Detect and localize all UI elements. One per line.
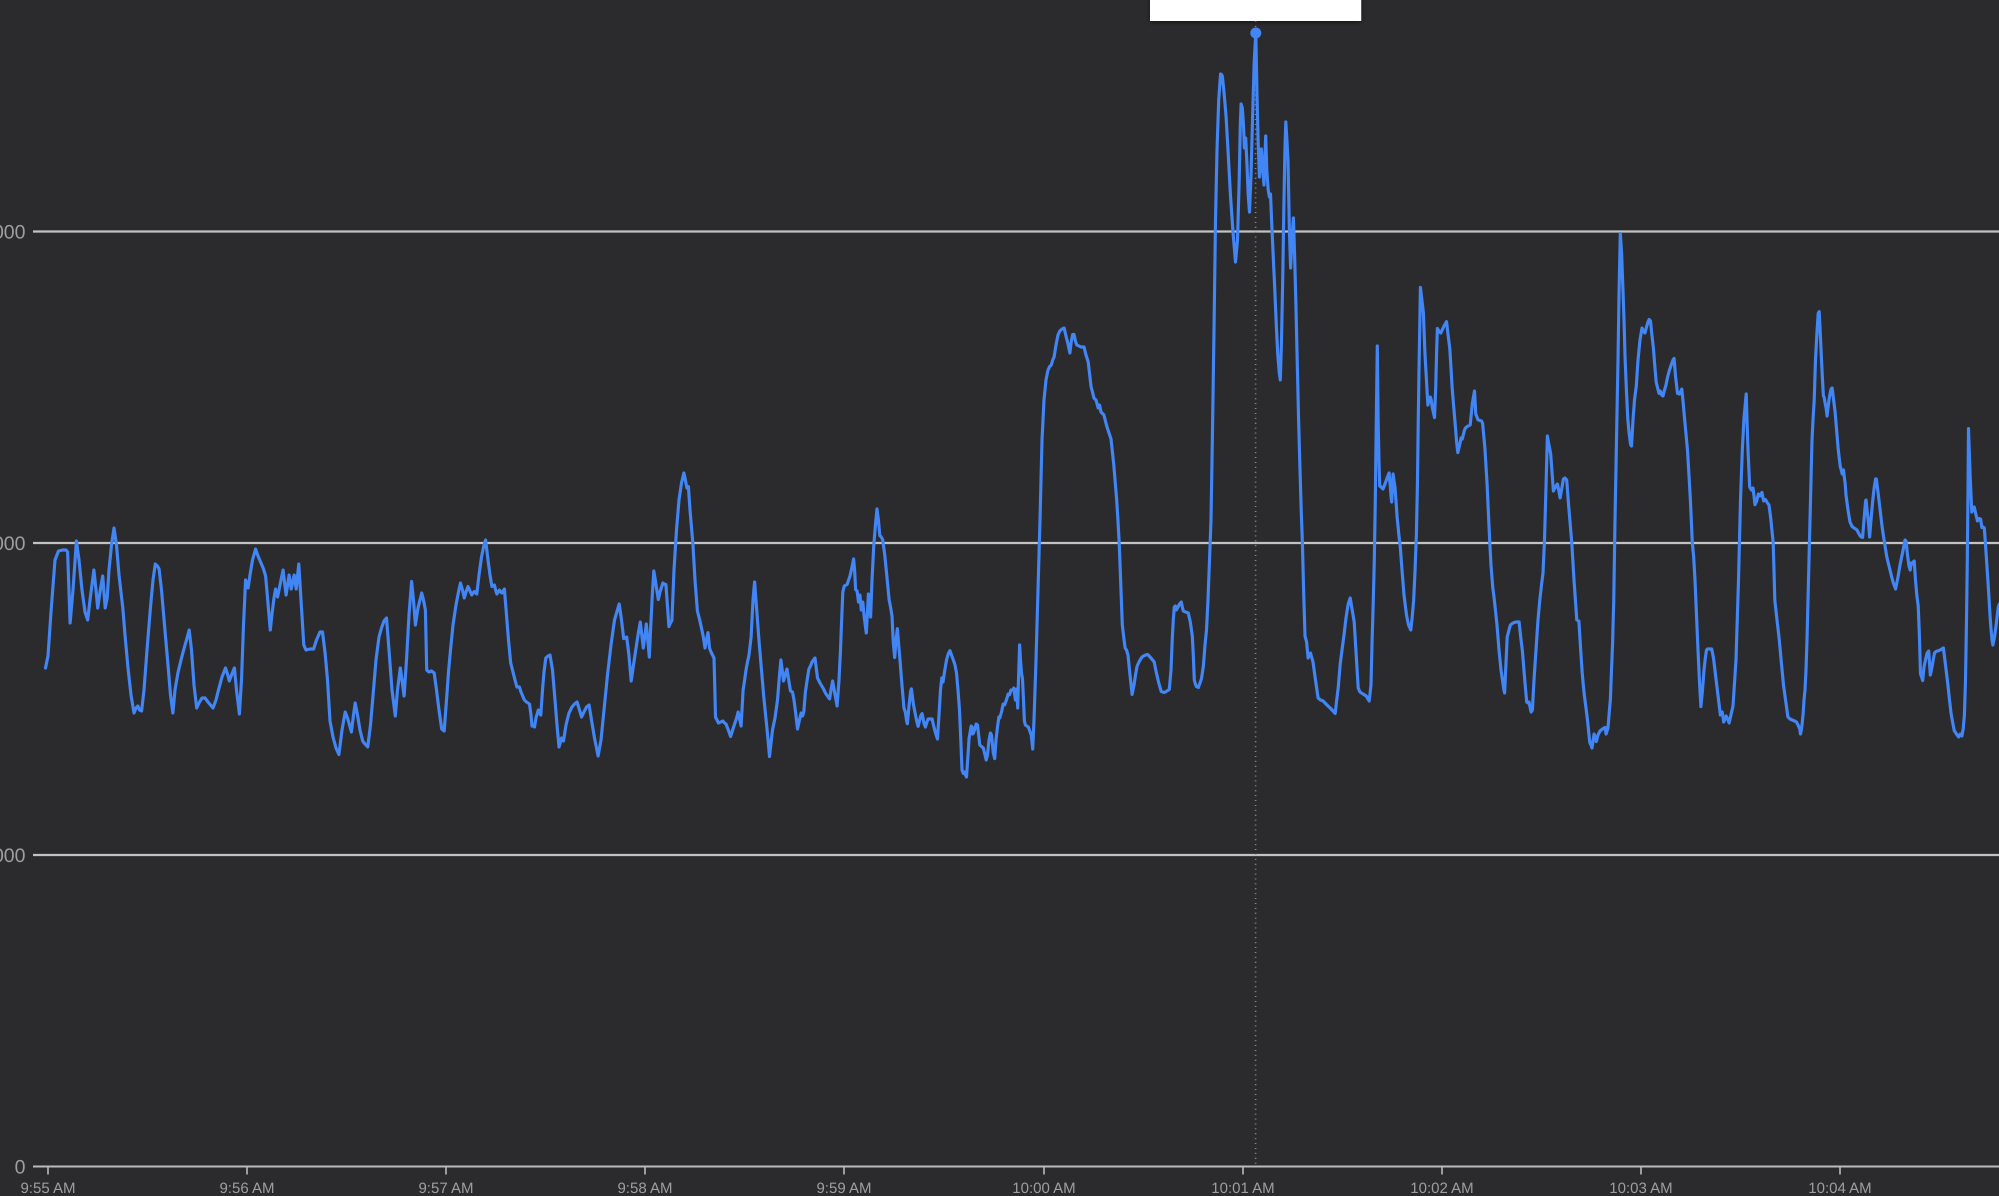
svg-text:10:02 AM: 10:02 AM [1410,1180,1473,1196]
svg-text:000: 000 [0,845,26,867]
svg-text:000: 000 [0,222,26,244]
svg-text:9:59 AM: 9:59 AM [816,1180,871,1196]
svg-text:9:55 AM: 9:55 AM [20,1180,75,1196]
svg-text:9:57 AM: 9:57 AM [418,1180,473,1196]
svg-text:10:01 AM: 10:01 AM [1211,1180,1274,1196]
svg-text:10:03 AM: 10:03 AM [1609,1180,1672,1196]
svg-text:000: 000 [0,533,26,555]
svg-text:9:56 AM: 9:56 AM [219,1180,274,1196]
svg-text:10:04 AM: 10:04 AM [1808,1180,1871,1196]
svg-text:9:58 AM: 9:58 AM [617,1180,672,1196]
svg-text:10:00 AM: 10:00 AM [1012,1180,1075,1196]
svg-text:0: 0 [15,1157,26,1179]
